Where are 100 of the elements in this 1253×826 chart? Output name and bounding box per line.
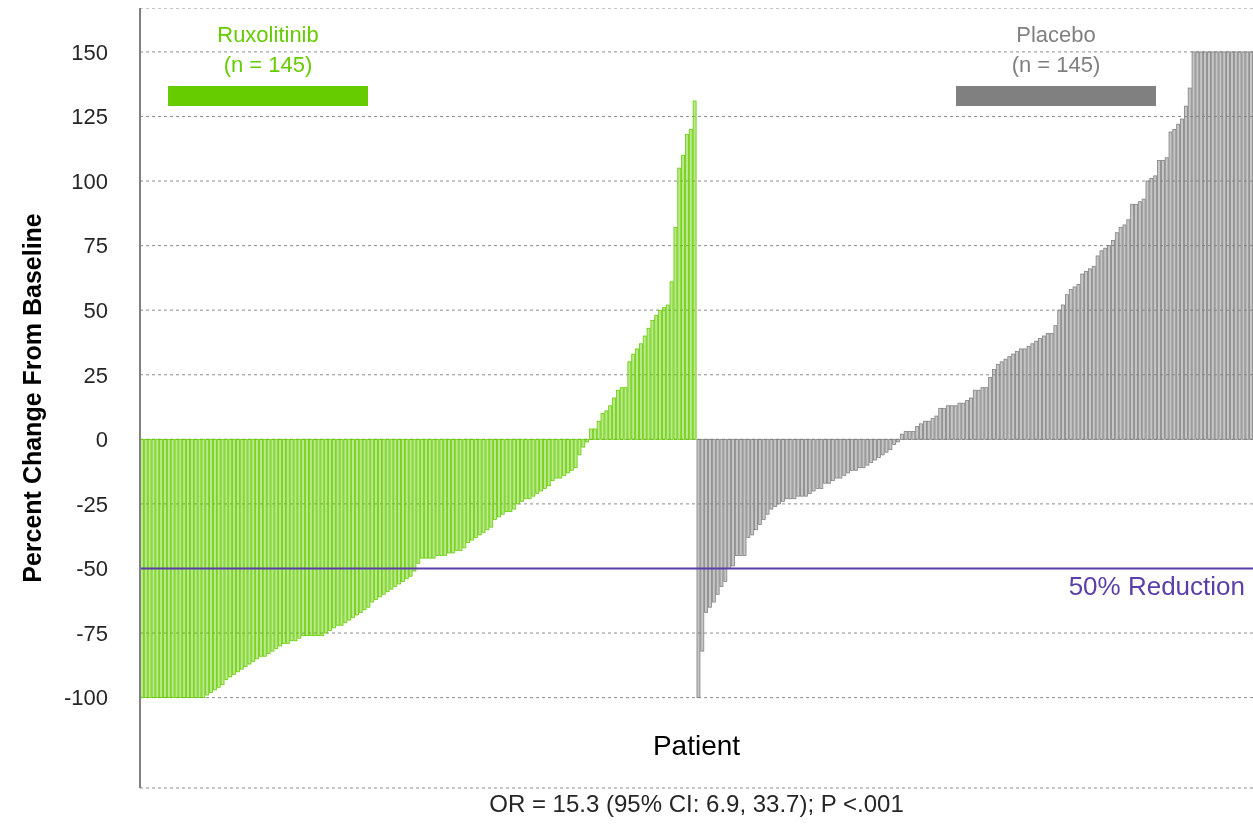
bar	[615, 389, 620, 440]
bar	[942, 407, 946, 440]
x-axis-title: Patient	[651, 730, 742, 762]
bar	[412, 438, 417, 572]
bar	[489, 438, 494, 528]
bar	[961, 402, 966, 440]
bar	[734, 438, 739, 556]
y-tick-label: 75	[83, 233, 108, 259]
bar	[773, 438, 778, 507]
bar	[308, 438, 313, 637]
bar	[654, 314, 659, 440]
bar	[946, 405, 950, 440]
bar	[447, 438, 451, 554]
bar	[189, 438, 194, 698]
bar	[969, 397, 973, 440]
bar	[1003, 358, 1008, 440]
bar	[301, 438, 306, 637]
bar	[938, 407, 943, 440]
bar	[385, 438, 390, 593]
bar	[1076, 283, 1081, 440]
bar	[984, 387, 989, 440]
bar	[212, 438, 217, 691]
text: Ruxolitinib (n = 145)	[217, 21, 319, 79]
bar	[516, 438, 520, 505]
bar	[243, 438, 248, 668]
bar	[673, 227, 678, 440]
bar	[508, 438, 513, 513]
bar	[1111, 240, 1115, 440]
bar	[1041, 335, 1046, 440]
bar	[915, 426, 920, 440]
bar	[623, 387, 628, 440]
bar	[1134, 203, 1138, 440]
bar	[769, 438, 774, 510]
bar	[658, 309, 662, 440]
bar	[512, 438, 517, 510]
bar	[861, 438, 866, 469]
bar	[585, 438, 590, 443]
bar	[1118, 227, 1123, 440]
bar	[1191, 51, 1196, 440]
bar	[869, 438, 874, 463]
bar	[589, 428, 593, 440]
bar	[558, 438, 563, 479]
bar	[811, 438, 816, 492]
bar	[754, 438, 758, 531]
bar	[1084, 271, 1088, 440]
bar	[1145, 180, 1150, 440]
bar	[608, 405, 613, 440]
bar	[351, 438, 355, 618]
bar	[462, 438, 467, 549]
bar	[842, 438, 847, 476]
bar	[581, 438, 586, 448]
bar	[669, 281, 674, 440]
bar	[1222, 51, 1227, 440]
bar	[274, 438, 279, 649]
bar	[919, 423, 923, 440]
bar	[823, 438, 828, 484]
y-tick-label: 25	[83, 362, 108, 388]
bar	[765, 438, 770, 515]
bar	[220, 438, 225, 686]
bar	[1038, 338, 1042, 440]
bar	[354, 438, 359, 616]
bar	[781, 438, 785, 502]
bar	[1157, 159, 1161, 440]
bar	[800, 438, 804, 497]
bar	[251, 438, 256, 662]
bar	[723, 438, 728, 582]
y-tick-label: 125	[71, 104, 108, 130]
bar	[1049, 333, 1054, 440]
bar	[259, 438, 263, 657]
bar	[992, 369, 996, 440]
bar	[1137, 201, 1142, 440]
bar	[1065, 294, 1069, 440]
bar	[527, 438, 532, 500]
bar	[466, 438, 471, 544]
bar	[846, 438, 851, 474]
bar	[965, 400, 970, 440]
bar	[297, 438, 302, 639]
bar	[201, 438, 206, 698]
bar	[638, 343, 643, 440]
bar	[1245, 51, 1250, 440]
bar	[1172, 128, 1177, 440]
bar	[873, 438, 877, 461]
bar	[366, 438, 371, 608]
bar	[151, 438, 156, 698]
bar	[424, 438, 428, 559]
bar	[166, 438, 171, 698]
bar	[827, 438, 831, 484]
bar	[159, 438, 164, 698]
bar	[1195, 51, 1200, 440]
bar	[911, 431, 916, 440]
bar	[1183, 105, 1188, 440]
bar	[746, 438, 751, 538]
bar	[976, 389, 981, 440]
bar	[554, 438, 559, 479]
bar	[370, 438, 375, 603]
bar	[865, 438, 870, 466]
bar	[1160, 159, 1165, 440]
bar	[1061, 304, 1065, 440]
bar	[205, 438, 210, 696]
bar	[316, 438, 321, 637]
